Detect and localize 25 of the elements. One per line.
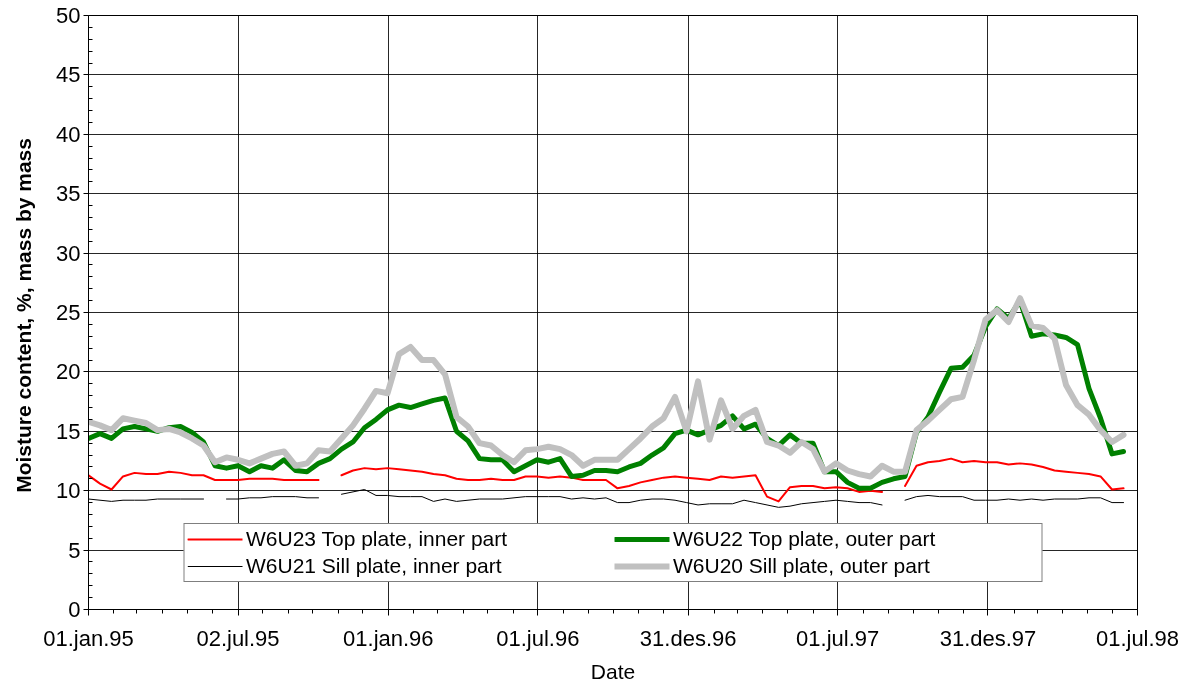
y-tick-label: 0 (68, 597, 81, 622)
x-tick-label: 01.jan.95 (43, 625, 134, 651)
y-tick-label: 35 (56, 181, 81, 207)
y-tick-label: 15 (56, 418, 81, 444)
x-tick-label: 01.jul.98 (1095, 625, 1180, 651)
y-axis-title: Moisture content, %, mass by mass (12, 138, 36, 493)
x-tick-label: 31.des.97 (939, 625, 1037, 651)
x-axis-title: Date (590, 659, 636, 683)
x-tick-label: 01.jul.96 (496, 625, 580, 651)
y-tick-label: 5 (68, 537, 81, 563)
legend-label: W6U22 Top plate, outer part (673, 527, 937, 551)
legend-label: W6U23 Top plate, inner part (246, 527, 509, 551)
x-tick-label: 31.des.96 (639, 625, 737, 651)
legend-label: W6U21 Sill plate, inner part (246, 554, 503, 578)
y-tick-label: 30 (56, 240, 81, 266)
y-tick-label: 20 (56, 359, 81, 385)
x-tick-label: 02.jul.95 (196, 625, 280, 651)
x-tick-label: 01.jul.97 (796, 625, 880, 651)
legend-label: W6U20 Sill plate, outer part (673, 554, 931, 578)
y-tick-label: 40 (56, 121, 81, 147)
y-tick-label: 50 (56, 3, 81, 28)
y-tick-label: 45 (56, 62, 81, 88)
x-tick-label: 01.jan.96 (343, 625, 434, 651)
y-tick-label: 25 (56, 300, 81, 325)
y-tick-label: 10 (56, 478, 81, 504)
